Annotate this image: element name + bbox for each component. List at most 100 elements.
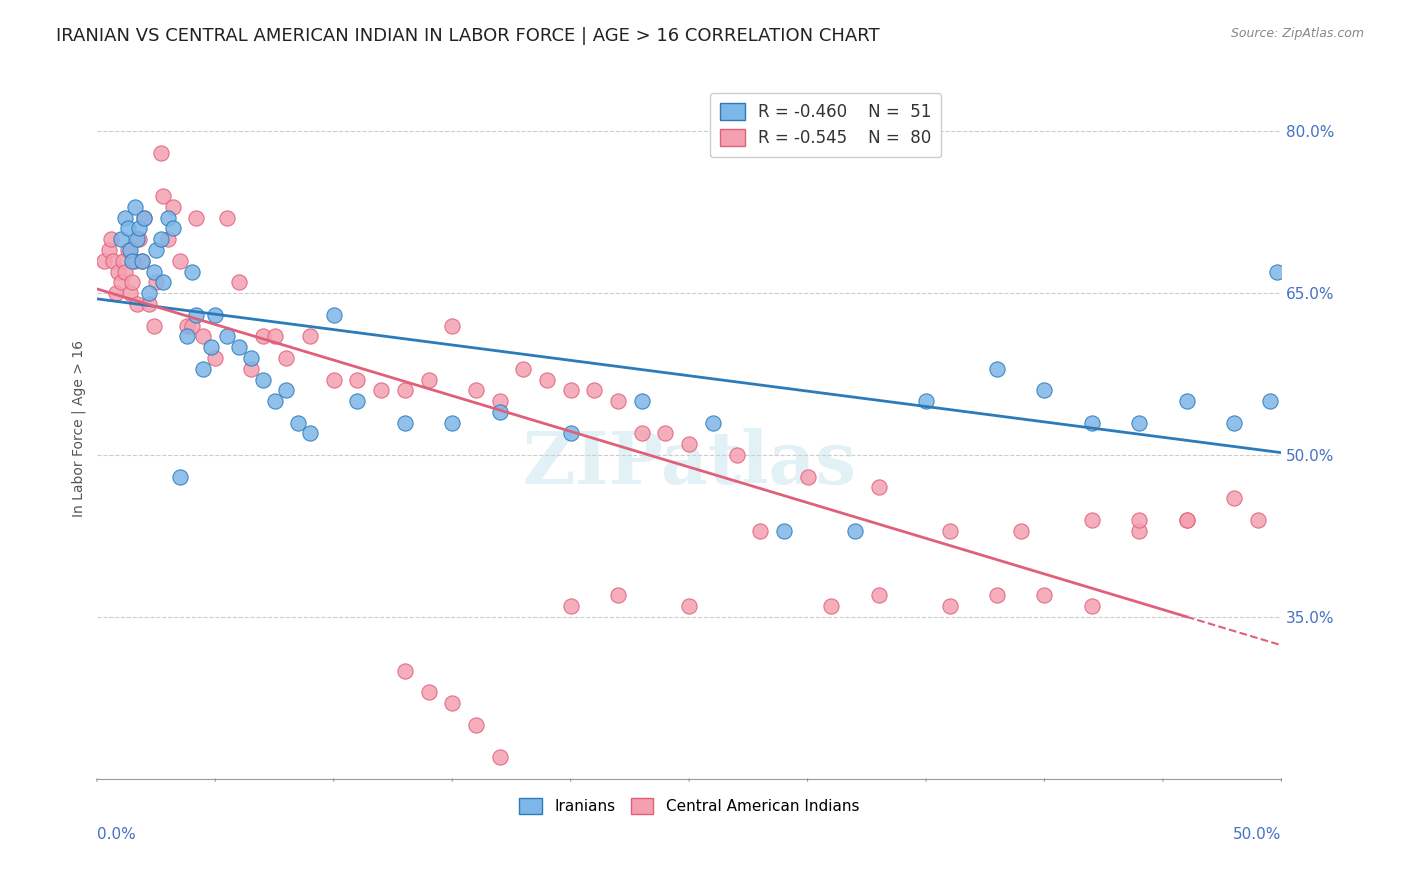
Point: [180, 265, 202, 279]
Point: [239, 351, 262, 365]
Point: [186, 308, 208, 322]
Point: [346, 373, 368, 387]
Point: [299, 426, 322, 441]
Point: [128, 221, 150, 235]
Text: Source: ZipAtlas.com: Source: ZipAtlas.com: [1230, 27, 1364, 40]
Point: [630, 426, 652, 441]
Point: [93, 253, 115, 268]
Point: [607, 588, 630, 602]
Point: [169, 253, 191, 268]
Point: [488, 405, 510, 419]
Point: [938, 599, 960, 614]
Point: [418, 373, 440, 387]
Point: [441, 696, 464, 710]
Point: [1010, 524, 1032, 538]
Point: [512, 361, 534, 376]
Point: [986, 588, 1008, 602]
Point: [145, 243, 167, 257]
Point: [228, 340, 250, 354]
Point: [536, 373, 558, 387]
Point: [678, 599, 700, 614]
Point: [1081, 513, 1104, 527]
Point: [180, 318, 202, 333]
Point: [844, 524, 866, 538]
Point: [1033, 588, 1056, 602]
Point: [322, 373, 344, 387]
Point: [630, 394, 652, 409]
Point: [1128, 416, 1150, 430]
Point: [162, 200, 184, 214]
Point: [394, 664, 416, 678]
Text: 50.0%: 50.0%: [1233, 827, 1281, 842]
Point: [1033, 384, 1056, 398]
Point: [138, 286, 160, 301]
Point: [193, 329, 215, 343]
Point: [322, 308, 344, 322]
Point: [217, 211, 239, 225]
Point: [134, 211, 156, 225]
Point: [104, 286, 127, 301]
Point: [124, 200, 146, 214]
Point: [938, 524, 960, 538]
Point: [488, 750, 510, 764]
Point: [1223, 491, 1246, 506]
Point: [1128, 524, 1150, 538]
Point: [394, 416, 416, 430]
Point: [1081, 599, 1104, 614]
Point: [239, 361, 262, 376]
Point: [1175, 394, 1198, 409]
Point: [131, 253, 153, 268]
Text: 0.0%: 0.0%: [97, 827, 135, 842]
Point: [868, 588, 890, 602]
Point: [1175, 513, 1198, 527]
Point: [252, 373, 274, 387]
Point: [1223, 416, 1246, 430]
Point: [464, 718, 486, 732]
Point: [156, 211, 179, 225]
Point: [346, 394, 368, 409]
Point: [128, 232, 150, 246]
Point: [121, 276, 143, 290]
Point: [263, 329, 285, 343]
Point: [607, 394, 630, 409]
Point: [217, 329, 239, 343]
Point: [131, 253, 153, 268]
Point: [394, 384, 416, 398]
Point: [560, 599, 582, 614]
Point: [204, 351, 226, 365]
Point: [134, 211, 156, 225]
Text: ZIPatlas: ZIPatlas: [522, 427, 856, 499]
Point: [152, 189, 174, 203]
Point: [118, 243, 141, 257]
Point: [1175, 513, 1198, 527]
Point: [114, 265, 136, 279]
Point: [796, 469, 818, 483]
Point: [986, 361, 1008, 376]
Point: [702, 416, 724, 430]
Point: [370, 384, 392, 398]
Point: [263, 394, 285, 409]
Point: [868, 480, 890, 494]
Point: [193, 361, 215, 376]
Point: [152, 276, 174, 290]
Point: [299, 329, 322, 343]
Point: [1258, 394, 1281, 409]
Point: [654, 426, 676, 441]
Point: [156, 232, 179, 246]
Point: [176, 318, 198, 333]
Point: [228, 276, 250, 290]
Point: [121, 253, 143, 268]
Point: [145, 276, 167, 290]
Point: [100, 232, 122, 246]
Point: [749, 524, 772, 538]
Point: [560, 384, 582, 398]
Point: [138, 297, 160, 311]
Point: [441, 318, 464, 333]
Point: [117, 243, 139, 257]
Point: [441, 416, 464, 430]
Point: [583, 384, 606, 398]
Text: IRANIAN VS CENTRAL AMERICAN INDIAN IN LABOR FORCE | AGE > 16 CORRELATION CHART: IRANIAN VS CENTRAL AMERICAN INDIAN IN LA…: [56, 27, 880, 45]
Point: [110, 276, 132, 290]
Legend: Iranians, Central American Indians: Iranians, Central American Indians: [513, 792, 865, 821]
Point: [1128, 513, 1150, 527]
